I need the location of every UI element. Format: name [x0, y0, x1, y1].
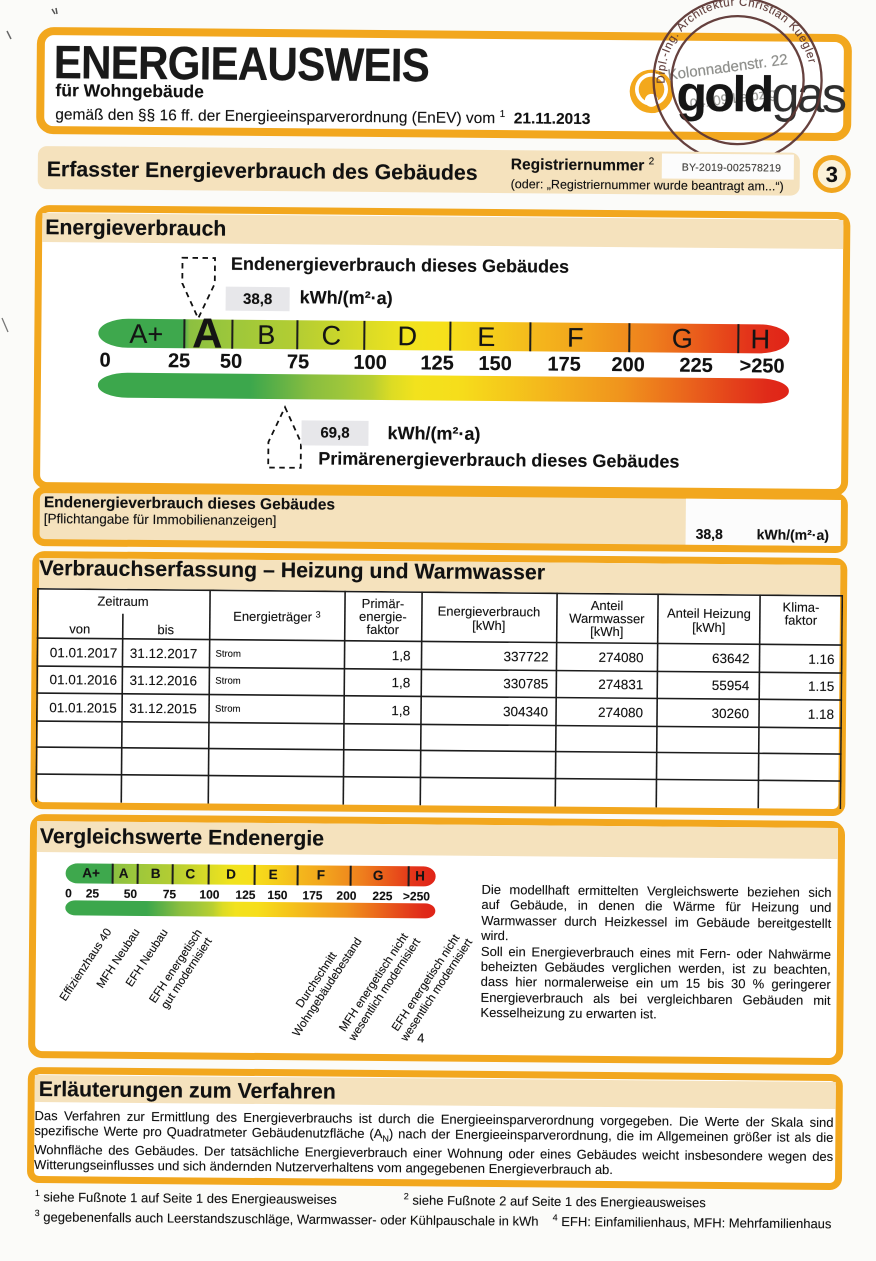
svg-text:von: von [69, 621, 90, 636]
svg-text:30260: 30260 [711, 706, 749, 721]
svg-text:1,8: 1,8 [391, 703, 410, 718]
svg-text:01.01.2015: 01.01.2015 [49, 700, 117, 716]
svg-text:1.16: 1.16 [808, 652, 834, 667]
svg-text:31.12.2017: 31.12.2017 [130, 646, 198, 662]
svg-text:Energieträger 3: Energieträger 3 [233, 609, 321, 625]
svg-text:31.12.2015: 31.12.2015 [129, 701, 197, 717]
svg-text:Strom: Strom [216, 649, 242, 660]
svg-text:energie-: energie- [359, 609, 407, 624]
svg-text:Dipl.-Ing. Architektur Christi: Dipl.-Ing. Architektur Christian Kuegler [655, 0, 818, 85]
svg-text:[kWh]: [kWh] [590, 624, 623, 639]
svg-text:1,8: 1,8 [391, 675, 410, 690]
svg-text:01.01.2017: 01.01.2017 [50, 645, 118, 661]
svg-text:Strom: Strom [215, 704, 241, 715]
svg-text:Primär-: Primär- [362, 596, 405, 611]
svg-text:1.18: 1.18 [808, 707, 834, 722]
svg-text:faktor: faktor [785, 613, 818, 628]
svg-text:bis: bis [157, 622, 174, 637]
svg-text:Strom: Strom [215, 676, 241, 687]
svg-text:1,8: 1,8 [392, 648, 411, 663]
svg-text:Anteil: Anteil [591, 598, 624, 613]
svg-text:304340: 304340 [503, 704, 548, 719]
svg-text:Klima-: Klima- [783, 600, 820, 615]
svg-text:274080: 274080 [598, 705, 643, 720]
svg-text:[kWh]: [kWh] [472, 618, 505, 633]
svg-text:337722: 337722 [503, 649, 548, 664]
svg-text:274831: 274831 [598, 677, 643, 692]
svg-text:63642: 63642 [712, 651, 750, 666]
svg-text:31.12.2016: 31.12.2016 [129, 673, 197, 689]
svg-text:Energieverbrauch: Energieverbrauch [438, 604, 541, 620]
svg-text:Anteil Heizung: Anteil Heizung [667, 606, 751, 622]
svg-text:faktor: faktor [366, 622, 399, 637]
svg-text:Warmwasser: Warmwasser [569, 611, 645, 627]
svg-text:[kWh]: [kWh] [692, 620, 725, 635]
svg-text:55954: 55954 [712, 678, 750, 693]
svg-text:274080: 274080 [598, 650, 643, 665]
svg-text:Zeitraum: Zeitraum [97, 594, 148, 609]
svg-text:1.15: 1.15 [808, 679, 834, 694]
svg-text:330785: 330785 [503, 676, 548, 691]
svg-text:01.01.2016: 01.01.2016 [49, 672, 117, 688]
